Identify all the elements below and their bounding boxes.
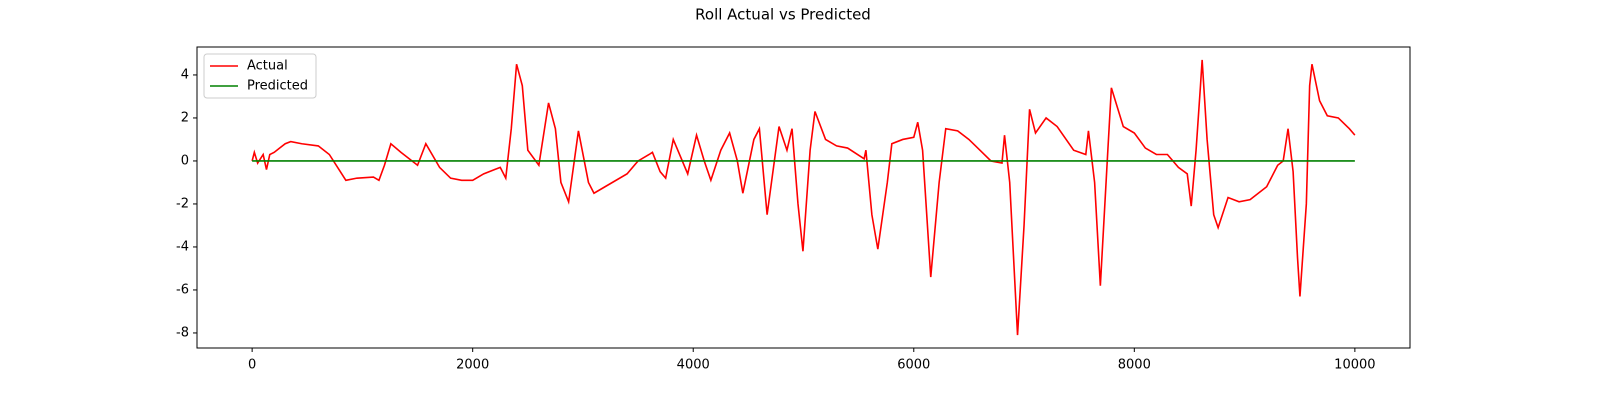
legend-box [203, 53, 317, 99]
line-series [251, 59, 1356, 336]
y-tick-label: 4 [181, 67, 189, 82]
x-tick-label: 10000 [1334, 358, 1375, 373]
y-tick-label: 2 [181, 110, 189, 125]
axes-frame [196, 46, 1411, 349]
legend-label: Predicted [247, 79, 308, 94]
x-tick-label: 8000 [1118, 358, 1151, 373]
x-tick-label: 6000 [897, 358, 930, 373]
y-tick-label: -2 [176, 196, 189, 211]
y-tick-label: -4 [176, 239, 189, 254]
y-tick-label: -8 [176, 325, 189, 340]
legend-label: Actual [247, 59, 288, 74]
y-tick-label: 0 [181, 153, 189, 168]
x-tick-label: 2000 [456, 358, 489, 373]
x-tick-label: 0 [248, 358, 256, 373]
y-tick-label: -6 [176, 282, 189, 297]
x-tick-label: 4000 [677, 358, 710, 373]
plot-area [251, 59, 1356, 336]
chart-title: Roll Actual vs Predicted [695, 6, 871, 24]
